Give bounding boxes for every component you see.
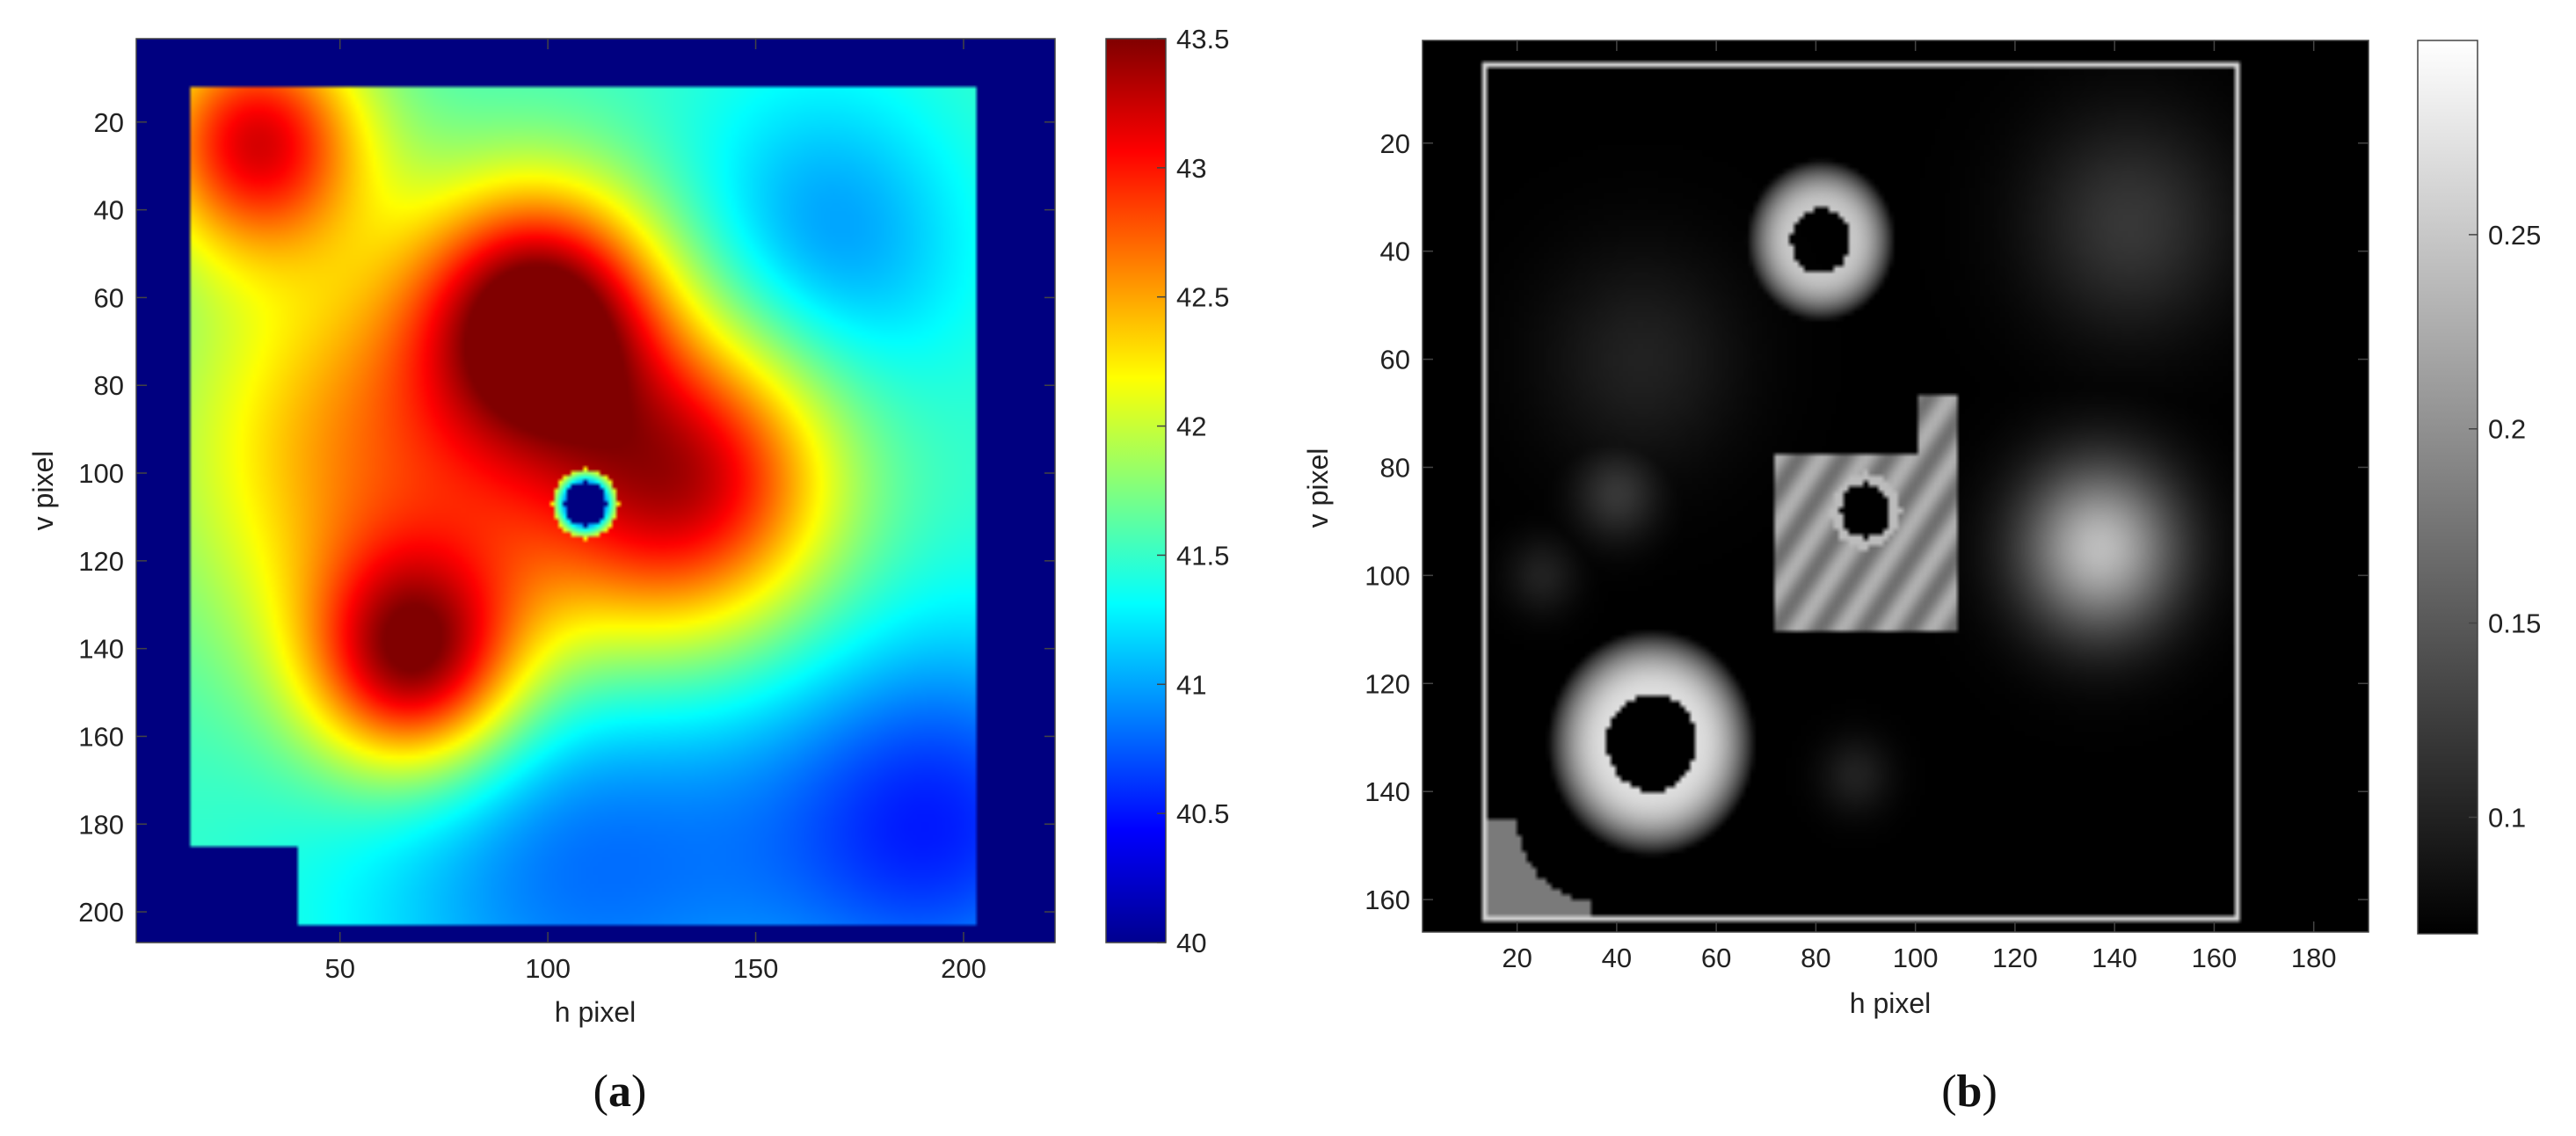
x-tick-label: 80 xyxy=(1801,943,1830,973)
panel-a-heatmap-image xyxy=(136,39,1055,943)
y-tick-label: 20 xyxy=(1380,128,1410,159)
colorbar-tick-label: 42 xyxy=(1176,411,1206,442)
panel-a-plot-frame xyxy=(135,38,1056,943)
y-tick-label: 140 xyxy=(1364,776,1410,807)
y-tick-label: 120 xyxy=(1364,668,1410,699)
y-tick-label: 200 xyxy=(78,897,124,928)
x-tick-label: 100 xyxy=(1893,943,1939,973)
panel-a-y-axis-label: v pixel xyxy=(27,451,59,531)
y-tick-label: 40 xyxy=(94,195,124,226)
y-tick-label: 160 xyxy=(78,721,124,752)
panel-a-caption: (a) xyxy=(593,1067,647,1117)
panel-b-plot-frame xyxy=(1422,40,2369,933)
y-tick-label: 80 xyxy=(94,370,124,401)
panel-b-colorbar-ticks: 0.1 0.15 0.2 0.25 xyxy=(2469,220,2541,833)
colorbar-tick-label: 0.15 xyxy=(2488,608,2541,639)
panel-a-x-ticks: 50 100 150 200 xyxy=(324,39,986,984)
x-tick-label: 100 xyxy=(525,953,571,984)
panel-b-caption: (b) xyxy=(1941,1067,1997,1117)
y-tick-label: 100 xyxy=(1364,560,1410,591)
y-tick-label: 140 xyxy=(78,634,124,665)
x-tick-label: 50 xyxy=(324,953,354,984)
y-tick-label: 80 xyxy=(1380,452,1410,483)
y-tick-label: 60 xyxy=(94,282,124,313)
y-tick-label: 100 xyxy=(78,458,124,489)
x-tick-label: 60 xyxy=(1701,943,1731,973)
panel-b-x-ticks: 20 40 60 80 100 120 140 160 180 xyxy=(1502,40,2337,973)
x-tick-label: 120 xyxy=(1992,943,2038,973)
panel-b-y-ticks: 20 40 60 80 100 120 140 160 xyxy=(1364,128,2369,915)
panel-a-colorbar-ticks: 40 40.5 41 41.5 42 42.5 43 43.5 xyxy=(1157,24,1229,958)
panel-b-colorbar xyxy=(2417,40,2478,935)
colorbar-tick-label: 41 xyxy=(1176,669,1206,700)
x-tick-label: 20 xyxy=(1502,943,1532,973)
panel-a-y-ticks: 20 40 60 80 100 120 140 160 180 200 xyxy=(78,107,1055,928)
colorbar-tick-label: 0.2 xyxy=(2488,414,2526,445)
panel-a-colorbar xyxy=(1105,38,1167,943)
x-tick-label: 160 xyxy=(2192,943,2238,973)
colorbar-tick-label: 40.5 xyxy=(1176,798,1229,829)
panel-b-heatmap-image xyxy=(1423,40,2369,932)
colorbar-tick-label: 41.5 xyxy=(1176,540,1229,571)
colorbar-tick-label: 43 xyxy=(1176,153,1206,184)
panel-b-y-axis-label: v pixel xyxy=(1302,448,1334,528)
panel-b-heatmap-chart: 20 40 60 80 100 120 140 160 180 20 40 60 80 100 120 14… xyxy=(1302,40,2541,1117)
y-tick-label: 40 xyxy=(1380,237,1410,267)
colorbar-tick-label: 43.5 xyxy=(1176,24,1229,55)
panel-a-heatmap-chart: 50 100 150 200 20 40 60 80 100 120 140 160 180 200 h… xyxy=(27,24,1229,1117)
y-tick-label: 120 xyxy=(78,546,124,577)
x-tick-label: 200 xyxy=(941,953,986,984)
colorbar-tick-label: 0.25 xyxy=(2488,220,2541,251)
y-tick-label: 180 xyxy=(78,809,124,840)
y-tick-label: 60 xyxy=(1380,345,1410,375)
colorbar-tick-label: 42.5 xyxy=(1176,282,1229,313)
y-tick-label: 160 xyxy=(1364,885,1410,915)
x-tick-label: 140 xyxy=(2092,943,2137,973)
x-tick-label: 150 xyxy=(733,953,779,984)
y-tick-label: 20 xyxy=(94,107,124,138)
panel-b-x-axis-label: h pixel xyxy=(1850,987,1932,1019)
panel-a-x-axis-label: h pixel xyxy=(555,996,637,1028)
x-tick-label: 40 xyxy=(1602,943,1632,973)
x-tick-label: 180 xyxy=(2291,943,2337,973)
colorbar-tick-label: 0.1 xyxy=(2488,802,2526,833)
colorbar-tick-label: 40 xyxy=(1176,928,1206,958)
